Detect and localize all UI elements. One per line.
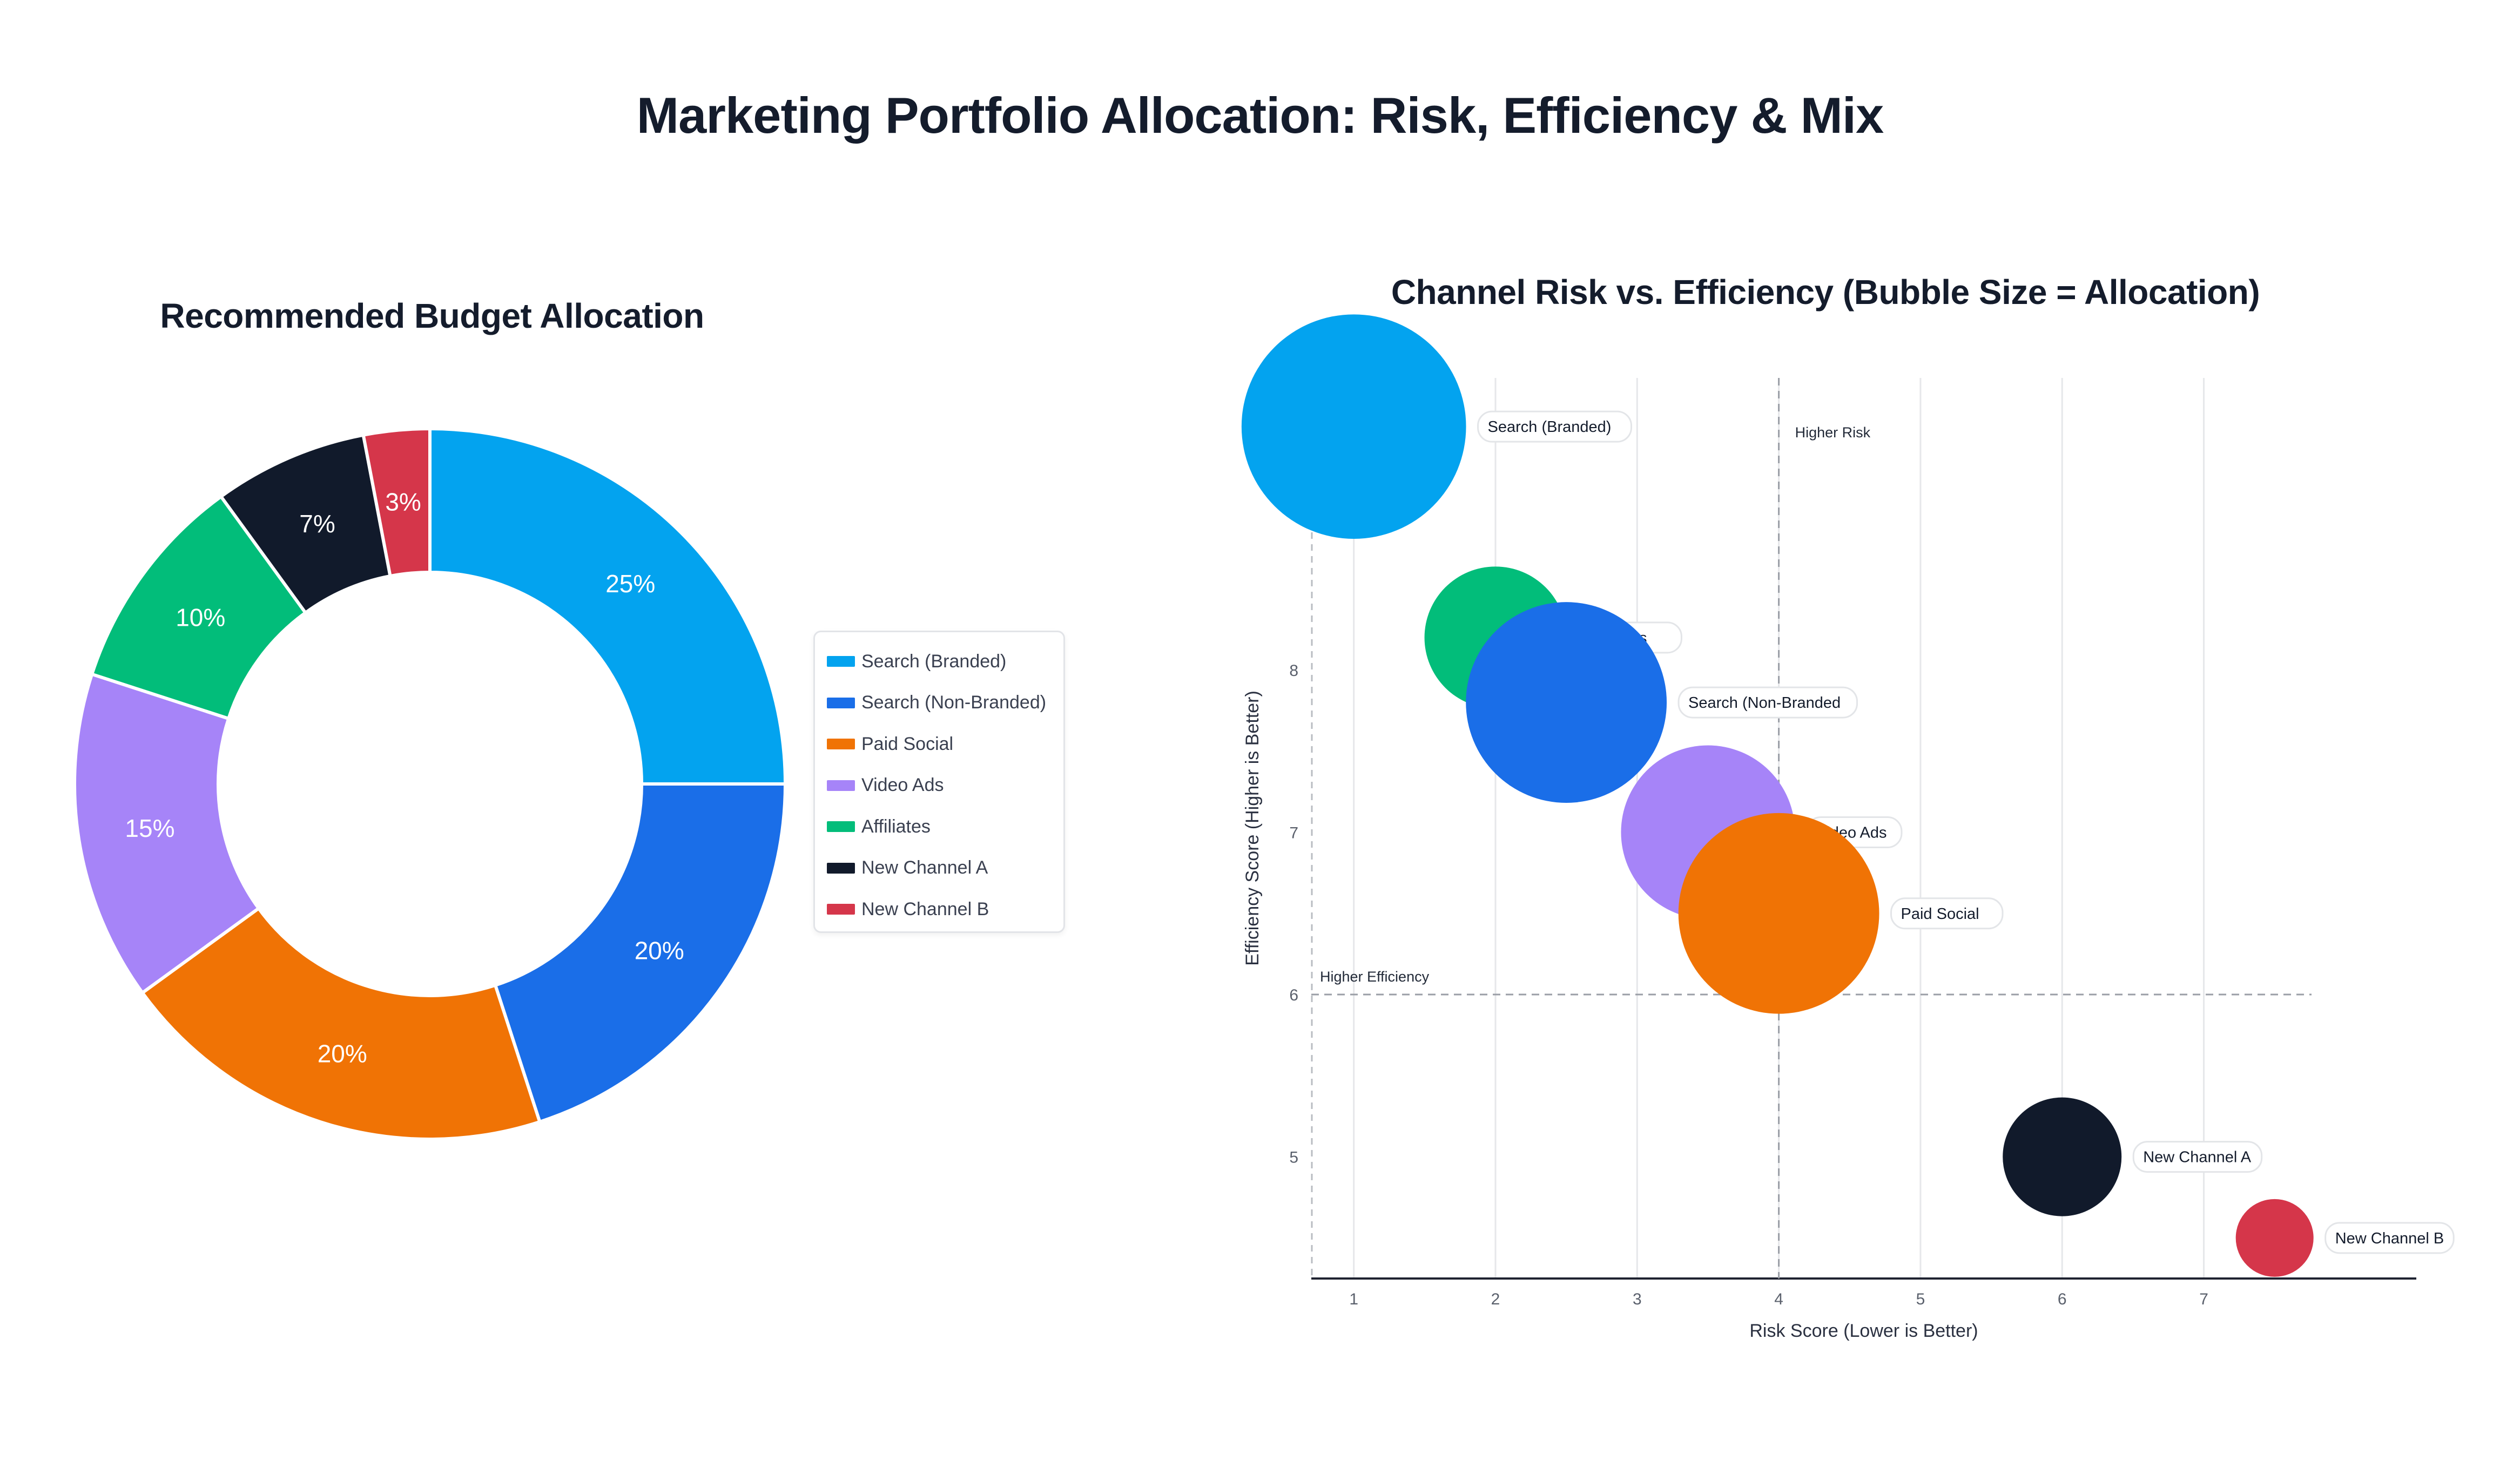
legend-item-search-branded: Search (Branded) xyxy=(827,641,1063,682)
donut-chart: 25% 20% 20% 15% 10% 7% 3% xyxy=(73,427,787,1141)
y-tick-label: 5 xyxy=(1289,1149,1298,1167)
donut-slice-label: 10% xyxy=(176,603,225,631)
legend-swatch xyxy=(827,904,855,915)
donut-slice-label: 25% xyxy=(605,570,655,598)
x-tick-label: 4 xyxy=(1774,1290,1783,1308)
x-tick-label: 7 xyxy=(2199,1290,2208,1308)
annotation-higher-efficiency: Higher Efficiency xyxy=(1320,969,1430,985)
legend-item-paid-social: Paid Social xyxy=(827,723,1063,765)
bubble-chart: 123456756789Risk Score (Lower is Better)… xyxy=(1241,314,2455,1341)
legend-item-new-channel-b: New Channel B xyxy=(827,889,1063,930)
bubble-label-box xyxy=(2324,1222,2455,1254)
donut-slice-label: 3% xyxy=(385,488,421,516)
donut-slice-paid-social xyxy=(140,907,542,1141)
x-tick-label: 1 xyxy=(1349,1290,1358,1308)
y-tick-label: 6 xyxy=(1289,986,1298,1004)
donut-slice-label: 15% xyxy=(125,814,174,842)
x-tick-label: 3 xyxy=(1633,1290,1642,1308)
legend-item-video-ads: Video Ads xyxy=(827,765,1063,807)
legend-item-affiliates: Affiliates xyxy=(827,806,1063,848)
x-tick-label: 6 xyxy=(2058,1290,2067,1308)
y-tick-label: 8 xyxy=(1289,662,1298,680)
donut-slice-affiliates xyxy=(90,495,307,720)
page-title: Marketing Portfolio Allocation: Risk, Ef… xyxy=(636,87,1884,144)
bubble-search-non-branded xyxy=(1466,602,1667,803)
bubble-search-branded xyxy=(1241,314,1466,539)
y-axis-title: Efficiency Score (Higher is Better) xyxy=(1242,691,1263,966)
legend-label: Paid Social xyxy=(861,733,954,754)
donut-legend: Search (Branded) Search (Non-Branded) Paid… xyxy=(813,631,1065,933)
legend-swatch xyxy=(827,656,855,667)
y-tick-label: 7 xyxy=(1289,824,1298,842)
legend-swatch xyxy=(827,697,855,708)
donut-slice-label: 20% xyxy=(635,937,684,965)
bubble-label-box xyxy=(2132,1141,2263,1173)
donut-slice-label: 7% xyxy=(299,510,335,538)
legend-item-search-non-branded: Search (Non-Branded) xyxy=(827,682,1063,724)
legend-label: New Channel B xyxy=(861,898,989,919)
donut-slice-search-non-branded xyxy=(494,782,787,1124)
legend-label: Search (Branded) xyxy=(861,651,1007,672)
bubble-label-box xyxy=(1890,897,2004,930)
bubble-new-channel-a xyxy=(2003,1097,2122,1216)
legend-swatch xyxy=(827,739,855,750)
bubble-label: Paid Social xyxy=(1901,905,1979,923)
legend-label: Search (Non-Branded) xyxy=(861,692,1047,713)
bubble-label: Search (Non-Branded xyxy=(1688,694,1841,712)
bubble-label: Search (Branded) xyxy=(1488,418,1612,436)
bubble-label: New Channel A xyxy=(2143,1149,2252,1166)
x-tick-label: 5 xyxy=(1916,1290,1925,1308)
legend-label: Affiliates xyxy=(861,816,931,837)
legend-swatch xyxy=(827,862,855,874)
legend-swatch xyxy=(827,821,855,833)
bubble-paid-social xyxy=(1678,813,1879,1014)
bubble-label: New Channel B xyxy=(2335,1230,2444,1247)
donut-slice-search-branded xyxy=(428,427,787,786)
scatter-chart-title: Channel Risk vs. Efficiency (Bubble Size… xyxy=(1391,273,2260,312)
legend-label: Video Ads xyxy=(861,775,944,796)
bubble-new-channel-b xyxy=(2235,1199,2314,1277)
legend-swatch xyxy=(827,780,855,791)
donut-slice-new-channel-b xyxy=(361,427,432,578)
x-axis-title: Risk Score (Lower is Better) xyxy=(1749,1321,1978,1341)
bubble-label-box xyxy=(1477,410,1633,443)
x-tick-label: 2 xyxy=(1491,1290,1500,1308)
bubble-label-box xyxy=(1677,686,1858,719)
donut-chart-title: Recommended Budget Allocation xyxy=(160,296,704,335)
donut-slice-label: 20% xyxy=(318,1039,367,1067)
annotation-higher-risk: Higher Risk xyxy=(1795,424,1871,441)
donut-slice-video-ads xyxy=(73,672,260,995)
legend-item-new-channel-a: New Channel A xyxy=(827,848,1063,889)
legend-label: New Channel A xyxy=(861,857,988,878)
